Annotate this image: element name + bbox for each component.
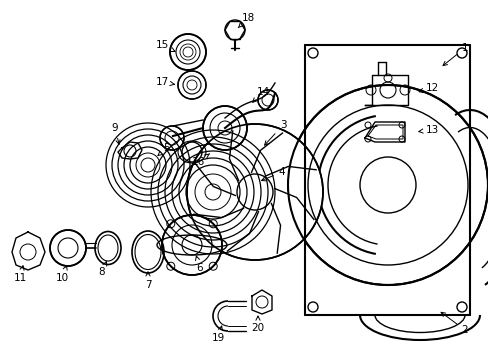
Text: 18: 18 — [238, 13, 254, 28]
Text: 15: 15 — [155, 40, 175, 51]
Circle shape — [170, 34, 205, 70]
Circle shape — [162, 215, 222, 275]
Text: 13: 13 — [418, 125, 438, 135]
Text: 4: 4 — [261, 167, 285, 181]
Circle shape — [160, 126, 183, 150]
Circle shape — [178, 71, 205, 99]
Text: 2: 2 — [440, 312, 468, 335]
Text: 10: 10 — [55, 266, 68, 283]
Text: 17: 17 — [155, 77, 174, 87]
Text: 9: 9 — [111, 123, 120, 144]
Text: 6: 6 — [195, 256, 203, 273]
Text: 5: 5 — [158, 143, 170, 156]
Text: 19: 19 — [211, 326, 224, 343]
Text: 3: 3 — [264, 120, 286, 145]
Text: 16: 16 — [191, 154, 209, 167]
Text: 12: 12 — [418, 83, 438, 93]
Text: 1: 1 — [442, 43, 468, 66]
Text: 8: 8 — [99, 261, 106, 277]
Circle shape — [287, 85, 487, 285]
Text: 11: 11 — [13, 266, 26, 283]
Text: 20: 20 — [251, 316, 264, 333]
Text: 14: 14 — [252, 87, 269, 102]
Circle shape — [186, 124, 323, 260]
Circle shape — [258, 90, 278, 110]
Circle shape — [203, 106, 246, 150]
Circle shape — [50, 230, 86, 266]
Text: 7: 7 — [144, 272, 151, 290]
